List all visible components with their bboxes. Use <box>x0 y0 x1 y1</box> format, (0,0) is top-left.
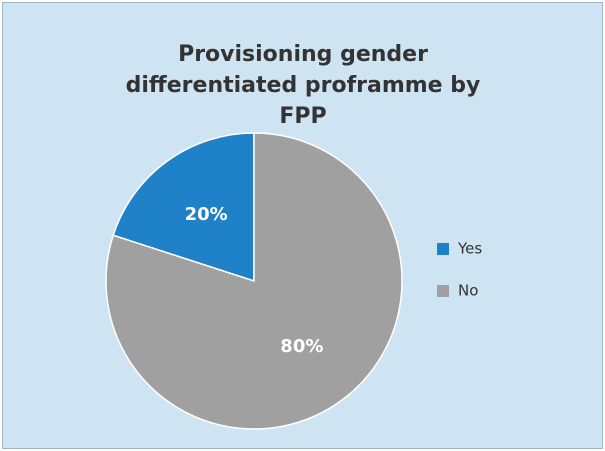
legend-label: Yes <box>457 240 482 258</box>
pie-slice <box>105 132 403 430</box>
legend-label: No <box>458 282 478 300</box>
chart-title: Provisioning gender differentiated profr… <box>125 42 481 129</box>
data-label: 20% <box>185 204 228 225</box>
chart: 20% 80% Yes No <box>105 132 482 430</box>
legend-swatch <box>437 243 449 255</box>
pie-slice <box>112 132 255 283</box>
legend-swatch <box>437 285 449 297</box>
data-label: 80% <box>280 336 323 357</box>
